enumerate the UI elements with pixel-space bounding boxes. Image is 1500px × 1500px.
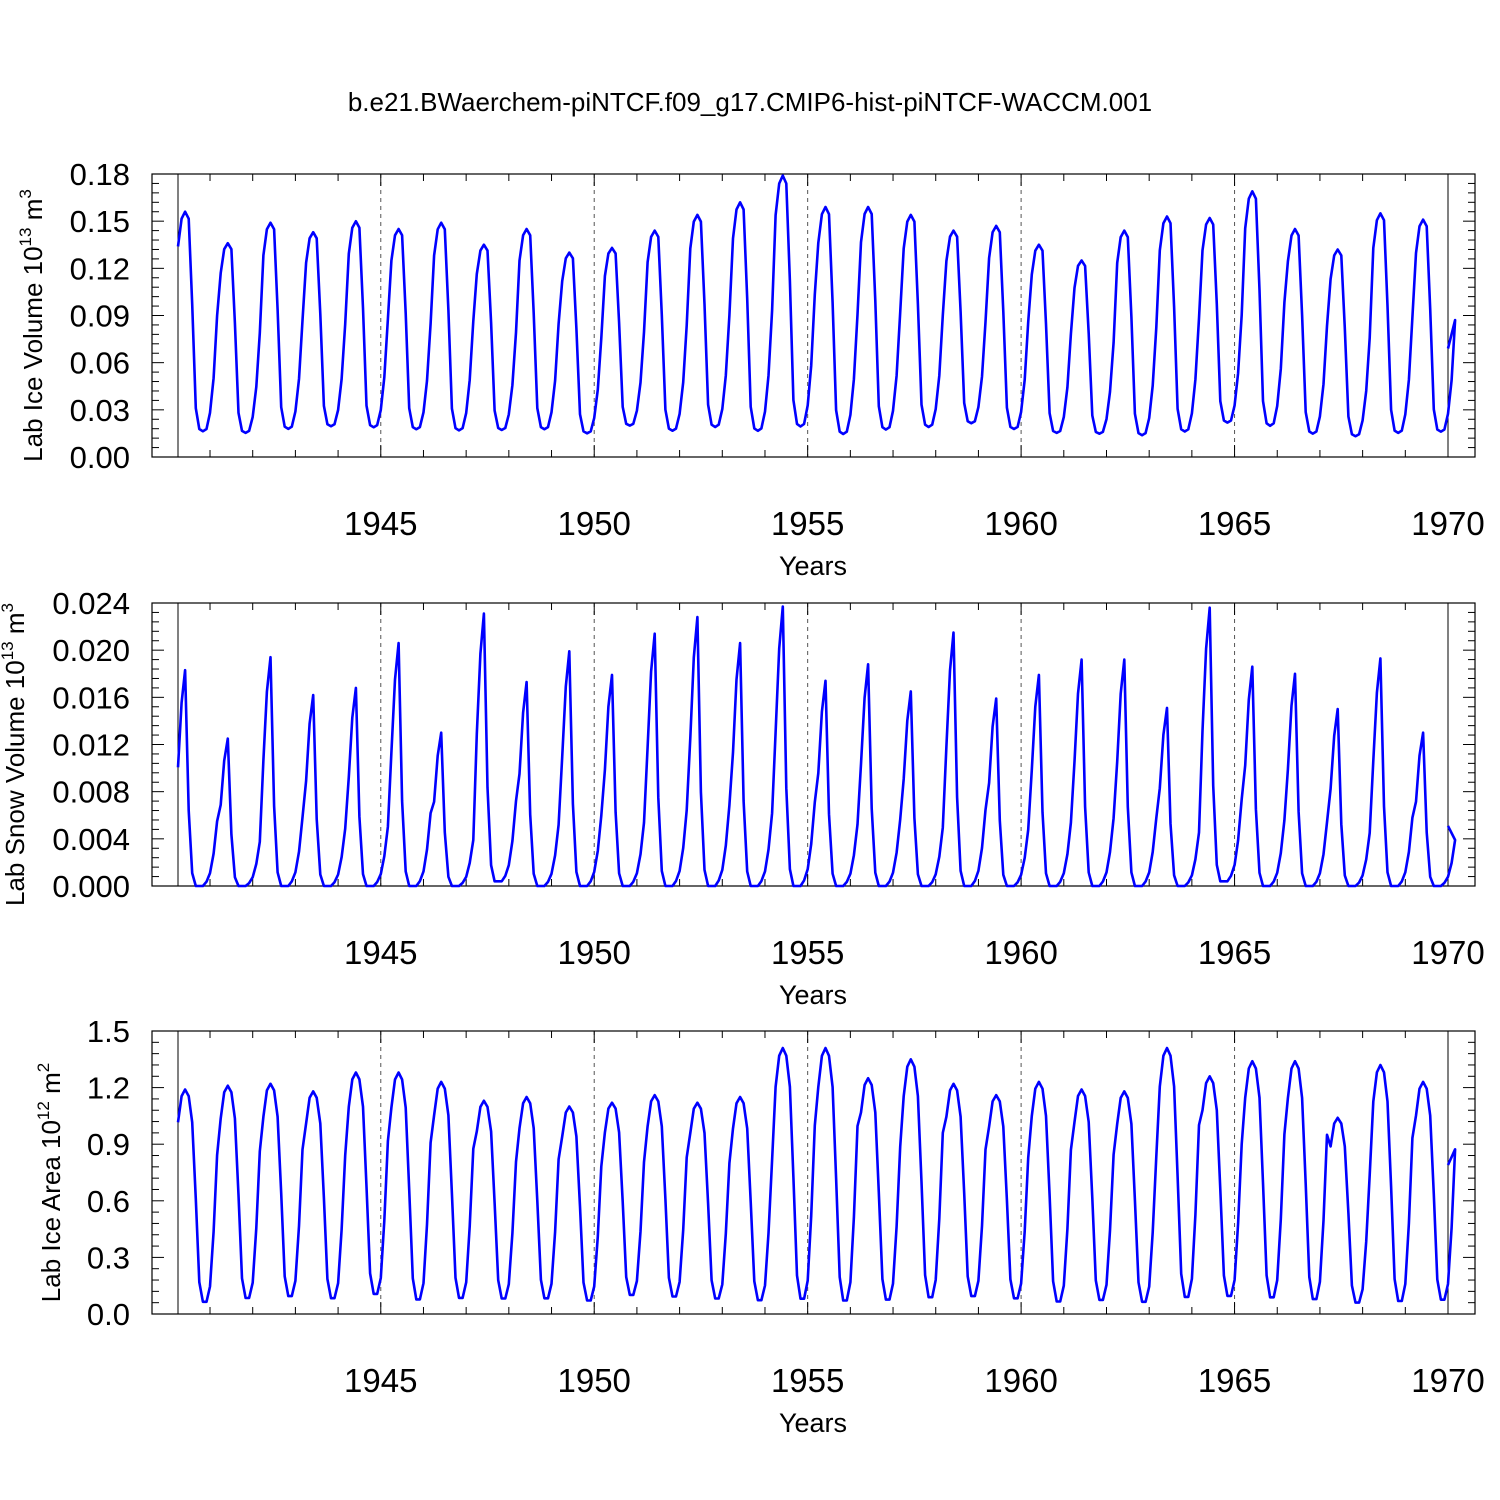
- panel-snow-volume: 0.000 0.004 0.008 0.012 0.016 0.020 0.024 1945 1…: [0, 586, 1485, 1010]
- x-axis-label: Years: [779, 551, 847, 581]
- x-tick-label: 1965: [1198, 1362, 1271, 1399]
- y-axis-label: Lab Snow Volume 1013 m3: [0, 603, 30, 906]
- x-tick-label: 1960: [984, 1362, 1057, 1399]
- y-tick-label: 0.03: [70, 393, 130, 428]
- y-tick-label: 0.016: [52, 680, 130, 715]
- y-axis-label-part: 12: [34, 1101, 53, 1120]
- data-series-line: [176, 605, 1457, 888]
- x-tick-label: 1950: [558, 505, 631, 542]
- y-axis-label: Lab Ice Area 1012 m2: [34, 1063, 66, 1302]
- y-axis-label-part: m: [0, 612, 30, 641]
- x-tick-label: 1960: [984, 505, 1057, 542]
- y-tick-label: 0.6: [87, 1184, 130, 1219]
- x-tick-label: 1955: [771, 934, 844, 971]
- y-tick-label: 0.18: [70, 157, 130, 192]
- y-tick-label: 0.004: [52, 822, 130, 857]
- x-axis-label: Years: [779, 1408, 847, 1438]
- x-tick-label: 1965: [1198, 934, 1271, 971]
- x-tick-label: 1945: [344, 505, 417, 542]
- y-axis-label-part: Lab Snow Volume 10: [0, 660, 30, 906]
- x-tick-label: 1970: [1411, 934, 1484, 971]
- y-axis-label-part: 2: [34, 1063, 53, 1072]
- x-tick-label: 1970: [1411, 505, 1484, 542]
- x-tick-label: 1965: [1198, 505, 1271, 542]
- x-tick-label: 1960: [984, 934, 1057, 971]
- y-tick-label: 0.09: [70, 299, 130, 334]
- y-tick-label: 1.5: [87, 1014, 130, 1049]
- y-tick-label: 0.00: [70, 440, 130, 475]
- y-tick-label: 0.06: [70, 346, 130, 381]
- y-axis-label-part: m: [18, 199, 48, 228]
- data-series-line: [176, 1046, 1457, 1304]
- y-axis-label-part: 3: [16, 189, 35, 198]
- y-axis-label-part: 3: [0, 603, 17, 612]
- y-tick-label: 0.008: [52, 775, 130, 810]
- figure-title: b.e21.BWaerchem-piNTCF.f09_g17.CMIP6-his…: [348, 87, 1152, 117]
- y-tick-label: 0.0: [87, 1297, 130, 1332]
- y-tick-label: 0.000: [52, 869, 130, 904]
- y-tick-label: 0.12: [70, 251, 130, 286]
- x-tick-label: 1970: [1411, 1362, 1484, 1399]
- y-axis-label: Lab Ice Volume 1013 m3: [16, 189, 48, 462]
- y-tick-label: 1.2: [87, 1071, 130, 1106]
- x-tick-label: 1955: [771, 1362, 844, 1399]
- y-axis-label-part: Lab Ice Volume 10: [18, 246, 48, 461]
- y-axis-label-part: Lab Ice Area 10: [36, 1120, 66, 1302]
- x-tick-label: 1950: [558, 934, 631, 971]
- y-tick-label: 0.024: [52, 586, 130, 621]
- plot-frame: [151, 1030, 1476, 1315]
- y-tick-label: 0.020: [52, 633, 130, 668]
- data-series-line: [176, 174, 1457, 438]
- y-axis-label-part: 13: [16, 228, 35, 247]
- x-tick-label: 1945: [344, 934, 417, 971]
- y-axis-label-part: 13: [0, 641, 17, 660]
- x-tick-label: 1950: [558, 1362, 631, 1399]
- y-axis-label-part: m: [36, 1072, 66, 1101]
- y-tick-label: 0.9: [87, 1127, 130, 1162]
- x-tick-label: 1955: [771, 505, 844, 542]
- x-axis-label: Years: [779, 980, 847, 1010]
- panel-ice-volume: 0.00 0.03 0.06 0.09 0.12 0.15 0.18 1945 1950 1955…: [16, 157, 1485, 581]
- y-tick-label: 0.3: [87, 1240, 130, 1275]
- x-tick-label: 1945: [344, 1362, 417, 1399]
- y-tick-label: 0.012: [52, 728, 130, 763]
- panel-ice-area: 0.0 0.3 0.6 0.9 1.2 1.5 1945 1950 1955 1960 1965 19…: [34, 1014, 1485, 1438]
- y-tick-label: 0.15: [70, 204, 130, 239]
